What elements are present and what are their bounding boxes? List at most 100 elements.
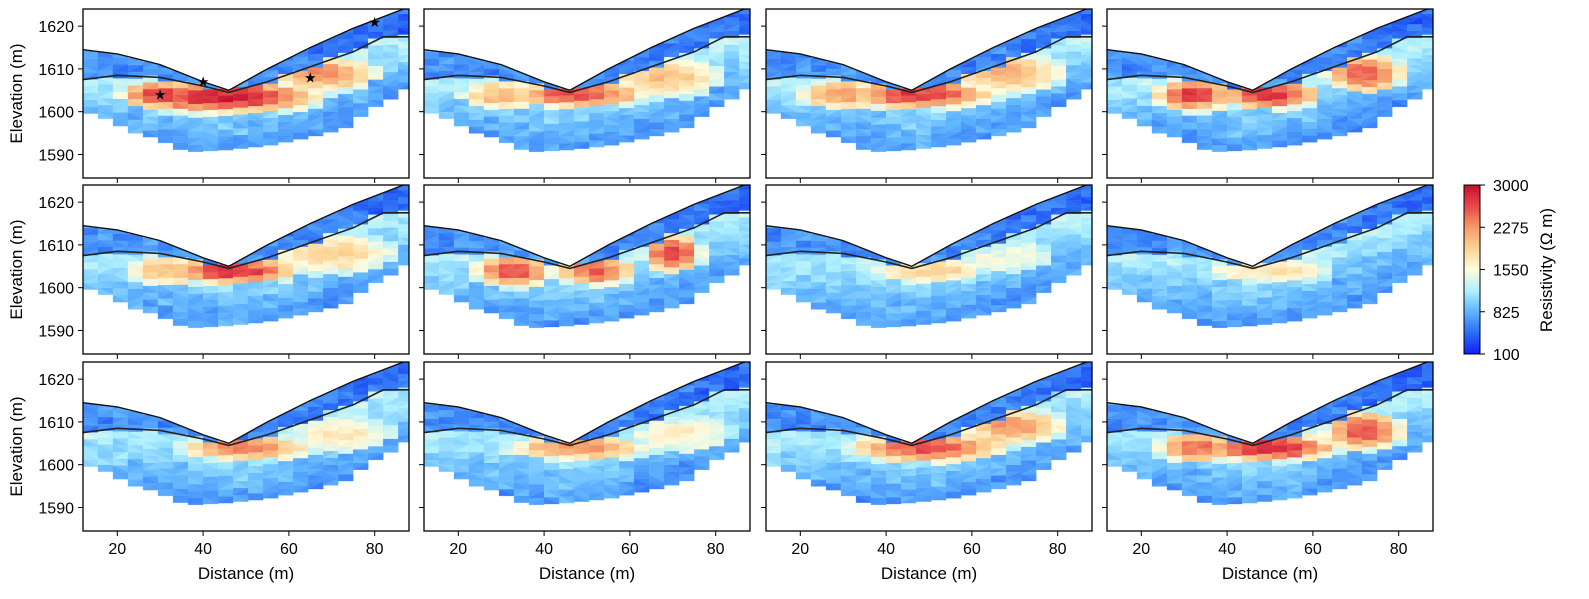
model-cell — [1081, 191, 1092, 197]
model-cell — [1347, 43, 1363, 51]
model-cell — [709, 248, 725, 256]
model-cell — [1006, 287, 1022, 295]
model-cell — [157, 420, 174, 428]
model-cell — [915, 100, 932, 108]
model-cell — [664, 219, 680, 227]
model-cell — [202, 137, 219, 145]
model-cell — [1151, 119, 1168, 127]
model-cell — [930, 140, 947, 148]
model-cell — [157, 108, 174, 116]
model-cell — [217, 143, 234, 151]
model-cell — [1422, 49, 1433, 56]
model-cell — [543, 313, 560, 321]
model-cell — [424, 432, 440, 440]
model-cell — [1362, 45, 1378, 53]
model-cell — [323, 77, 339, 85]
model-cell — [498, 94, 515, 102]
interface-line — [83, 36, 409, 94]
model-cell — [1407, 92, 1423, 100]
model-cell — [766, 234, 782, 242]
model-cell — [780, 77, 797, 85]
model-cell — [1317, 111, 1333, 119]
model-cell — [1287, 103, 1303, 112]
model-cell — [1181, 284, 1198, 292]
ground-surface-line — [83, 9, 406, 92]
model-cell — [810, 98, 827, 107]
model-cell — [694, 271, 710, 280]
model-cell — [232, 317, 249, 325]
model-cell — [338, 290, 354, 298]
model-cell — [780, 111, 797, 119]
model-cell — [619, 135, 635, 143]
panel-3 — [761, 8, 1093, 183]
model-cell — [739, 41, 750, 49]
model-cell — [157, 67, 174, 75]
model-cell — [142, 285, 159, 293]
model-cell — [172, 304, 189, 313]
model-cell — [97, 253, 114, 261]
model-cell — [247, 288, 264, 296]
model-cell — [825, 306, 842, 314]
model-cell — [634, 91, 650, 99]
model-cell — [1256, 296, 1273, 305]
model-cell — [825, 299, 842, 307]
model-cell — [1021, 45, 1037, 53]
model-cell — [398, 382, 409, 388]
model-cell — [1241, 319, 1258, 327]
model-cell — [739, 239, 750, 245]
model-cell — [1302, 107, 1318, 116]
model-cell — [1021, 66, 1037, 74]
model-cell — [619, 263, 635, 271]
model-cell — [649, 263, 665, 272]
model-cell — [157, 298, 174, 306]
model-cell — [483, 258, 500, 266]
model-cell — [870, 265, 887, 274]
x-tick-label: 60 — [280, 541, 298, 558]
model-cell — [991, 74, 1007, 82]
model-cell — [353, 34, 369, 42]
model-cell — [1051, 268, 1067, 277]
model-cell — [1332, 263, 1348, 272]
model-cell — [1392, 65, 1408, 73]
model-cell — [424, 411, 440, 419]
model-cell — [991, 67, 1007, 75]
model-cell — [127, 417, 144, 425]
model-cell — [308, 229, 324, 237]
star-marker: ★ — [197, 75, 210, 91]
model-cell — [739, 54, 750, 62]
model-cell — [247, 119, 264, 127]
model-cell — [1256, 141, 1273, 149]
model-cell — [991, 128, 1007, 137]
model-cell — [588, 281, 605, 290]
model-cell — [112, 465, 129, 473]
panel-7 — [761, 184, 1093, 359]
model-cell — [278, 453, 294, 462]
model-cell — [293, 253, 309, 261]
model-cell — [1287, 307, 1303, 315]
model-cell — [263, 422, 279, 430]
model-cell — [1362, 93, 1378, 101]
model-cell — [308, 270, 324, 278]
model-cell — [453, 77, 470, 86]
model-cell — [724, 234, 740, 242]
model-cell — [112, 57, 129, 65]
model-cell — [795, 119, 812, 127]
model-cell — [1317, 267, 1333, 275]
ground-surface-line — [766, 185, 1089, 268]
model-cell — [1006, 125, 1022, 133]
model-cell — [97, 56, 114, 65]
model-cell — [604, 307, 620, 315]
model-cell — [679, 296, 695, 305]
model-cell — [398, 217, 409, 225]
model-cell — [438, 464, 455, 472]
model-cell — [398, 414, 409, 422]
ground-surface-line — [1107, 185, 1430, 268]
model-cell — [1256, 317, 1273, 325]
y-tick-label: 1590 — [38, 323, 74, 340]
model-cell — [885, 319, 902, 328]
model-cell — [127, 98, 144, 107]
model-cell — [1241, 143, 1258, 151]
model-cell — [1347, 225, 1363, 234]
y-tick-label: 1600 — [38, 281, 74, 298]
model-cell — [368, 398, 384, 406]
